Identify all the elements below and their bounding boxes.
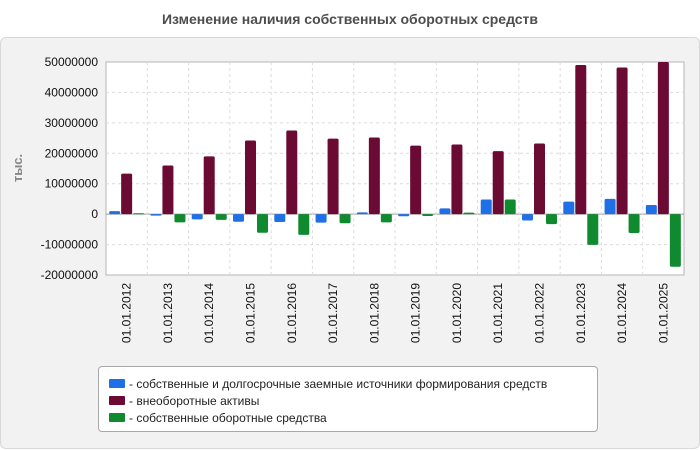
bar <box>257 214 268 233</box>
y-tick-label: 0 <box>91 207 98 221</box>
y-tick-label: 10000000 <box>45 177 99 191</box>
legend-label: - внеоборотные активы <box>129 393 260 408</box>
bar <box>563 201 575 215</box>
bar <box>215 214 227 220</box>
bar <box>398 214 410 217</box>
bar <box>356 212 368 215</box>
bar <box>439 208 451 215</box>
bar <box>109 211 121 215</box>
bar <box>150 214 162 216</box>
bar <box>274 214 286 223</box>
legend-entry: - собственные оборотные средства <box>109 409 597 426</box>
y-tick-label: 40000000 <box>45 85 99 99</box>
bar <box>339 214 351 224</box>
x-tick-label: 01.01.2022 <box>533 283 547 343</box>
bar <box>657 62 669 215</box>
bar <box>534 143 545 215</box>
x-tick-label: 01.01.2013 <box>161 283 175 343</box>
x-tick-label: 01.01.2015 <box>244 283 258 343</box>
bar <box>203 156 215 215</box>
bar <box>286 130 298 215</box>
bar <box>245 140 256 215</box>
bar <box>616 67 628 215</box>
bar <box>315 214 327 223</box>
bar <box>480 199 492 215</box>
grid-lines <box>106 62 684 275</box>
bar <box>298 214 310 235</box>
x-tick-label: 01.01.2016 <box>285 283 299 343</box>
x-tick-label: 01.01.2019 <box>409 283 423 343</box>
bar <box>133 213 145 215</box>
legend-swatch <box>109 396 125 405</box>
bar <box>422 214 434 216</box>
bar <box>587 214 599 245</box>
bar <box>669 214 681 267</box>
y-axis-label: тыс. <box>10 154 25 182</box>
legend-label: - собственные и долгосрочные заемные ист… <box>129 376 548 391</box>
legend: - собственные и долгосрочные заемные ист… <box>98 366 598 432</box>
legend-entry: - собственные и долгосрочные заемные ист… <box>109 375 597 392</box>
x-axis-ticks: 01.01.2012 01.01.2013 01.01.2014 01.01.2015… <box>120 283 671 343</box>
bar <box>191 214 203 220</box>
bar <box>451 144 463 215</box>
x-tick-label: 01.01.2025 <box>656 283 670 343</box>
legend-entry: - внеоборотные активы <box>109 392 597 409</box>
y-tick-label: 50000000 <box>45 55 99 69</box>
x-tick-label: 01.01.2020 <box>450 283 464 343</box>
bar <box>645 205 657 215</box>
x-tick-label: 01.01.2021 <box>491 283 505 343</box>
x-tick-label: 01.01.2017 <box>326 283 340 343</box>
legend-swatch <box>109 379 125 388</box>
y-tick-label: -20000000 <box>41 268 99 282</box>
x-tick-label: 01.01.2024 <box>615 283 629 343</box>
bar <box>233 214 244 222</box>
bar <box>628 214 640 234</box>
chart-title: Изменение наличия собственных оборотных … <box>161 11 539 27</box>
bar <box>368 137 380 215</box>
bar <box>174 214 186 223</box>
x-tick-label: 01.01.2012 <box>120 283 134 343</box>
legend-label: - собственные оборотные средства <box>129 410 327 425</box>
bar <box>492 151 504 215</box>
bar <box>410 145 422 215</box>
bar <box>522 214 533 221</box>
bar <box>504 199 516 215</box>
bar <box>162 165 174 215</box>
bar <box>121 173 133 215</box>
y-tick-label: 20000000 <box>45 146 99 160</box>
bar <box>380 214 392 223</box>
x-tick-label: 01.01.2018 <box>367 283 381 343</box>
bar <box>546 214 557 225</box>
bars <box>109 62 681 267</box>
legend-swatch <box>109 413 125 422</box>
bar <box>327 138 339 215</box>
x-tick-label: 01.01.2023 <box>574 283 588 343</box>
bar <box>575 65 587 215</box>
y-axis-ticks: 50000000 40000000 30000000 20000000 10000000… <box>41 55 99 282</box>
y-tick-label: -10000000 <box>41 238 99 252</box>
y-tick-label: 30000000 <box>45 116 99 130</box>
bar <box>604 198 616 215</box>
x-tick-label: 01.01.2014 <box>202 283 216 343</box>
bar <box>463 212 475 215</box>
